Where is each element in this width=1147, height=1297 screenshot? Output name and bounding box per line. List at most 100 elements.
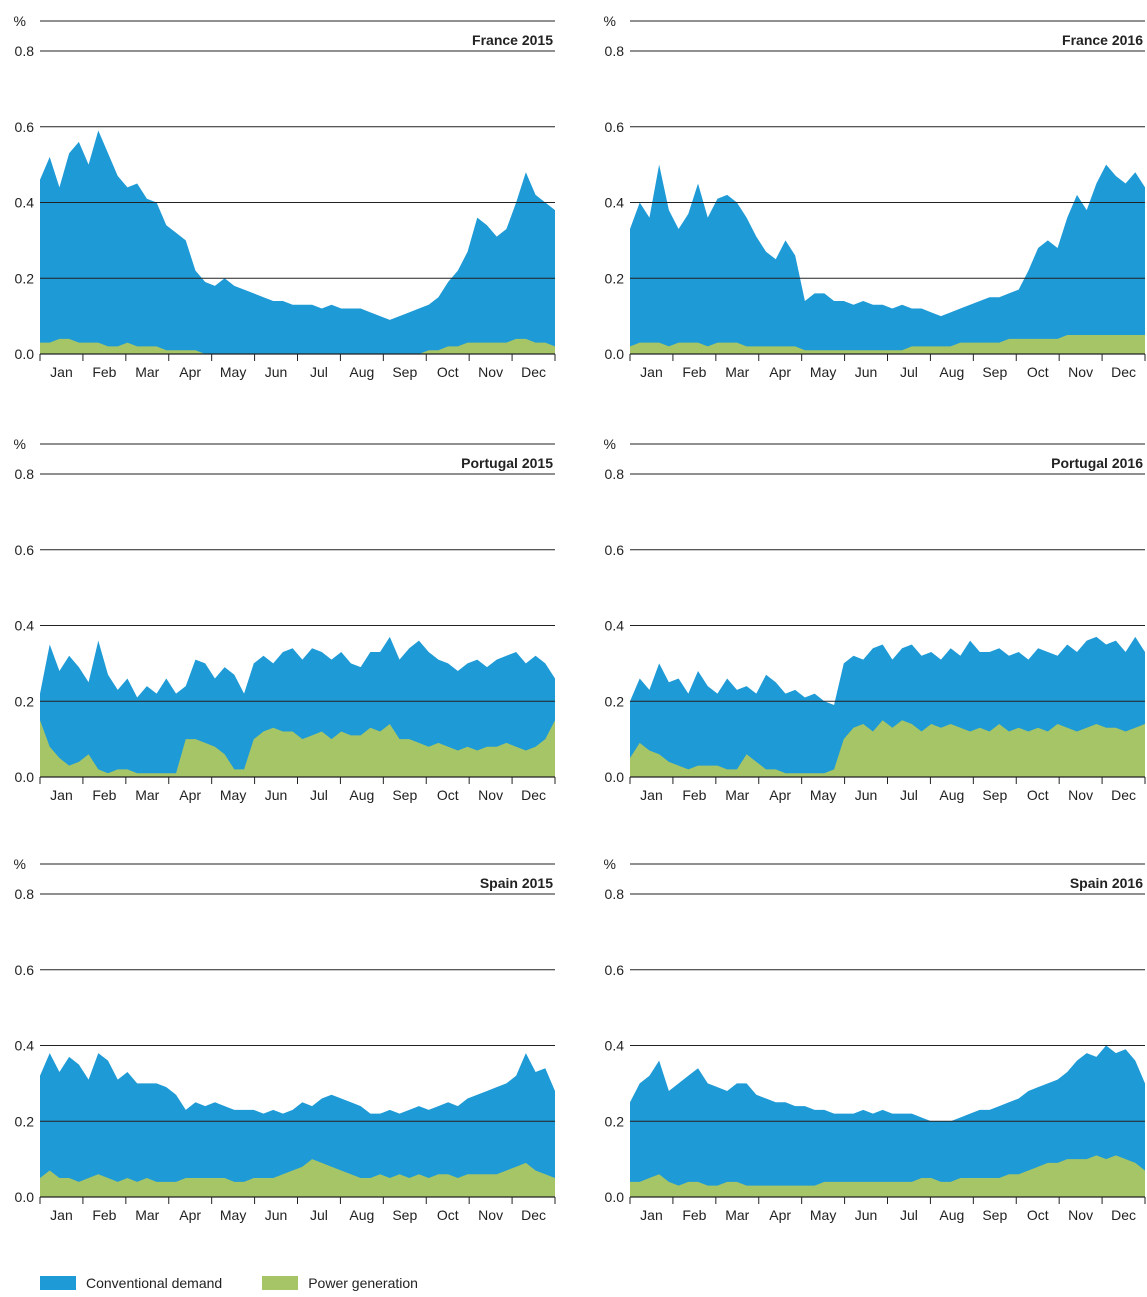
x-tick-label: Dec — [521, 787, 546, 803]
x-tick-label: Feb — [92, 1207, 116, 1223]
x-tick-label: Apr — [769, 364, 791, 380]
power-generation-area — [630, 1155, 1145, 1197]
y-tick-label: 0.0 — [605, 346, 625, 362]
x-tick-label: Feb — [92, 787, 116, 803]
legend: Conventional demand Power generation — [40, 1275, 418, 1291]
conventional-demand-area — [40, 130, 555, 354]
y-tick-label: 0.8 — [605, 466, 625, 482]
chart-panel-5: 0.0 0.2 0.4 0.6 0.8% Spain 2015 Jan Feb Mar Apr Ma… — [14, 856, 556, 1223]
y-tick-label: 0.8 — [15, 43, 35, 59]
x-tick-label: Jan — [50, 1207, 73, 1223]
x-tick-label: Jan — [50, 364, 73, 380]
y-tick-label: 0.2 — [605, 1113, 625, 1129]
chart-title: France 2016 — [1062, 32, 1143, 48]
y-tick-label: 0.0 — [15, 769, 35, 785]
x-tick-label: Jan — [640, 1207, 663, 1223]
x-tick-label: Apr — [769, 1207, 791, 1223]
x-tick-label: Jul — [900, 787, 918, 803]
legend-swatch-power — [262, 1276, 299, 1290]
y-tick-label: 0.2 — [15, 270, 35, 286]
y-tick-label: 0.4 — [15, 618, 35, 634]
x-tick-label: Sep — [392, 1207, 417, 1223]
x-tick-label: May — [810, 364, 836, 380]
unit-label: % — [14, 13, 26, 29]
x-tick-label: Jun — [855, 1207, 878, 1223]
x-tick-label: Jun — [855, 364, 878, 380]
chart-panel-4: 0.0 0.2 0.4 0.6 0.8% Portugal 2016 Jan Feb Mar Ap… — [604, 436, 1146, 803]
chart-title: Portugal 2015 — [461, 455, 553, 471]
chart-title: Portugal 2016 — [1051, 455, 1143, 471]
x-tick-label: Apr — [179, 364, 201, 380]
x-tick-label: Oct — [437, 787, 459, 803]
x-tick-label: Aug — [349, 787, 374, 803]
y-tick-label: 0.6 — [15, 542, 35, 558]
x-tick-label: Aug — [939, 1207, 964, 1223]
x-tick-label: Sep — [982, 787, 1007, 803]
x-tick-label: Nov — [478, 1207, 503, 1223]
chart-panel-6: 0.0 0.2 0.4 0.6 0.8% Spain 2016 Jan Feb Mar Apr Ma… — [604, 856, 1146, 1223]
x-tick-label: Oct — [437, 1207, 459, 1223]
x-tick-label: Apr — [769, 787, 791, 803]
x-tick-label: Feb — [92, 364, 116, 380]
unit-label: % — [604, 13, 616, 29]
x-tick-label: Jan — [50, 787, 73, 803]
y-tick-label: 0.4 — [605, 618, 625, 634]
chart-panel-2: 0.0 0.2 0.4 0.6 0.8% France 2016 Jan Feb Mar Apr M… — [604, 13, 1146, 380]
x-tick-label: Jul — [310, 364, 328, 380]
x-tick-label: Jun — [265, 1207, 288, 1223]
x-tick-label: May — [220, 364, 246, 380]
x-tick-label: Sep — [392, 787, 417, 803]
x-tick-label: May — [810, 1207, 836, 1223]
y-tick-label: 0.0 — [15, 346, 35, 362]
x-tick-label: Jun — [265, 787, 288, 803]
x-tick-label: Sep — [392, 364, 417, 380]
conventional-demand-area — [40, 1053, 555, 1197]
y-tick-label: 0.0 — [605, 769, 625, 785]
x-tick-label: Jun — [855, 787, 878, 803]
x-tick-label: Nov — [478, 787, 503, 803]
power-generation-area — [40, 338, 555, 354]
power-generation-area — [630, 720, 1145, 777]
x-tick-label: Apr — [179, 787, 201, 803]
x-tick-label: May — [220, 1207, 246, 1223]
x-tick-label: Oct — [1027, 787, 1049, 803]
x-tick-label: Dec — [1111, 364, 1136, 380]
x-tick-label: Aug — [349, 364, 374, 380]
x-tick-label: Nov — [1068, 1207, 1093, 1223]
x-tick-label: Jul — [900, 1207, 918, 1223]
x-tick-label: Jan — [640, 364, 663, 380]
conventional-demand-area — [40, 636, 555, 777]
power-generation-area — [40, 1159, 555, 1197]
y-tick-label: 0.6 — [15, 119, 35, 135]
x-tick-label: Mar — [135, 1207, 159, 1223]
legend-swatch-conventional — [40, 1276, 76, 1290]
chart-panel-1: 0.0 0.2 0.4 0.6 0.8% France 2015 Jan Feb Mar Apr M… — [14, 13, 556, 380]
x-tick-label: Mar — [725, 787, 749, 803]
x-tick-label: Dec — [1111, 1207, 1136, 1223]
y-tick-label: 0.4 — [15, 1038, 35, 1054]
legend-label-power: Power generation — [308, 1275, 418, 1291]
y-tick-label: 0.6 — [605, 119, 625, 135]
y-tick-label: 0.2 — [15, 693, 35, 709]
y-tick-label: 0.8 — [605, 43, 625, 59]
legend-label-conventional: Conventional demand — [86, 1275, 223, 1291]
x-tick-label: Mar — [135, 787, 159, 803]
x-tick-label: Nov — [1068, 364, 1093, 380]
power-generation-area — [40, 720, 555, 777]
x-tick-label: Oct — [1027, 364, 1049, 380]
x-tick-label: Feb — [682, 1207, 706, 1223]
y-tick-label: 0.2 — [15, 1113, 35, 1129]
x-tick-label: Aug — [349, 1207, 374, 1223]
y-tick-label: 0.2 — [605, 270, 625, 286]
x-tick-label: Sep — [982, 1207, 1007, 1223]
x-tick-label: Feb — [682, 364, 706, 380]
y-tick-label: 0.0 — [605, 1189, 625, 1205]
x-tick-label: Jan — [640, 787, 663, 803]
x-tick-label: Jul — [310, 787, 328, 803]
unit-label: % — [604, 436, 616, 452]
x-tick-label: Apr — [179, 1207, 201, 1223]
y-tick-label: 0.8 — [605, 886, 625, 902]
y-tick-label: 0.8 — [15, 466, 35, 482]
x-tick-label: Dec — [521, 364, 546, 380]
x-tick-label: May — [220, 787, 246, 803]
